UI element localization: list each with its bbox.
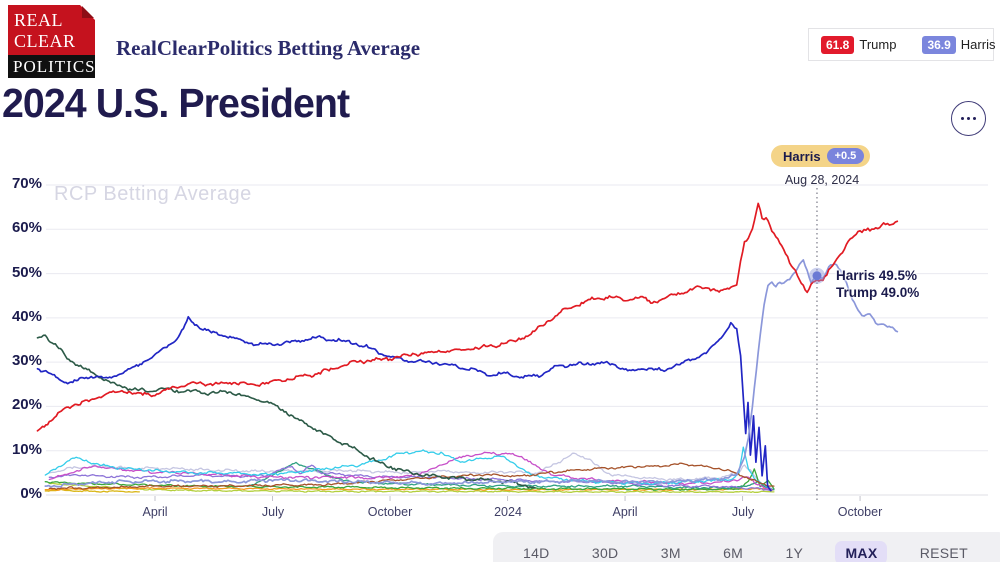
legend-item-trump[interactable]: 61.8 Trump	[821, 35, 897, 54]
y-axis-label: 20%	[11, 396, 42, 413]
leader-name: Harris	[783, 148, 821, 164]
trump-legend-label: Trump	[859, 37, 897, 52]
range-6m-button[interactable]: 6M	[723, 545, 744, 561]
more-options-button[interactable]	[951, 101, 986, 136]
y-axis-label: 40%	[11, 308, 42, 325]
range-14d-button[interactable]: 14D	[523, 545, 550, 561]
y-axis-label: 30%	[11, 352, 42, 369]
x-axis-label: October	[837, 505, 883, 519]
y-axis-label: 70%	[11, 175, 42, 192]
logo-fold-shadow	[82, 6, 94, 18]
range-1y-button[interactable]: 1Y	[785, 545, 804, 561]
x-axis-label: April	[612, 505, 638, 519]
range-selector: 14D 30D 3M 6M 1Y MAX RESET	[493, 532, 1000, 562]
x-axis-label: April	[142, 505, 168, 519]
harris-legend-label: Harris	[960, 37, 996, 52]
leader-delta-badge: +0.5	[826, 148, 865, 164]
ellipsis-icon	[960, 116, 965, 121]
legend: 61.8 Trump 36.9 Harris	[808, 28, 996, 61]
y-axis-label: 10%	[11, 441, 42, 458]
page-title: 2024 U.S. President	[2, 80, 350, 126]
range-30d-button[interactable]: 30D	[591, 545, 619, 561]
logo-text: POLITICS	[13, 57, 96, 76]
chart-watermark: RCP Betting Average	[54, 183, 252, 205]
x-axis-label: July	[731, 505, 755, 519]
trump-value-badge: 61.8	[821, 35, 855, 54]
ellipsis-icon	[966, 116, 971, 121]
range-max-button[interactable]: MAX	[835, 541, 888, 562]
logo-text: CLEAR	[14, 31, 76, 51]
leader-tooltip: Harris +0.5	[771, 145, 871, 167]
x-axis-label: 2024	[494, 505, 522, 519]
harris-point-label: Harris 49.5%	[836, 268, 918, 283]
range-reset-button[interactable]: RESET	[919, 545, 968, 561]
trump-point-label: Trump 49.0%	[836, 285, 920, 300]
ellipsis-icon	[972, 116, 977, 121]
y-axis-label: 60%	[11, 219, 42, 236]
masthead-title: RealClearPolitics Betting Average	[116, 36, 421, 60]
range-3m-button[interactable]: 3M	[660, 545, 681, 561]
x-axis-label: October	[367, 505, 413, 519]
logo-text: REAL	[14, 10, 63, 30]
legend-item-harris[interactable]: 36.9 Harris	[922, 35, 996, 54]
rcp-logo[interactable]: REAL CLEAR POLITICS	[8, 5, 95, 78]
x-axis-label: July	[261, 505, 285, 519]
y-axis-label: 50%	[11, 264, 42, 281]
y-axis-label: 0%	[20, 485, 42, 502]
crosshair-date: Aug 28, 2024	[784, 173, 860, 187]
logo-band: POLITICS	[8, 55, 95, 78]
harris-value-badge: 36.9	[922, 35, 956, 54]
